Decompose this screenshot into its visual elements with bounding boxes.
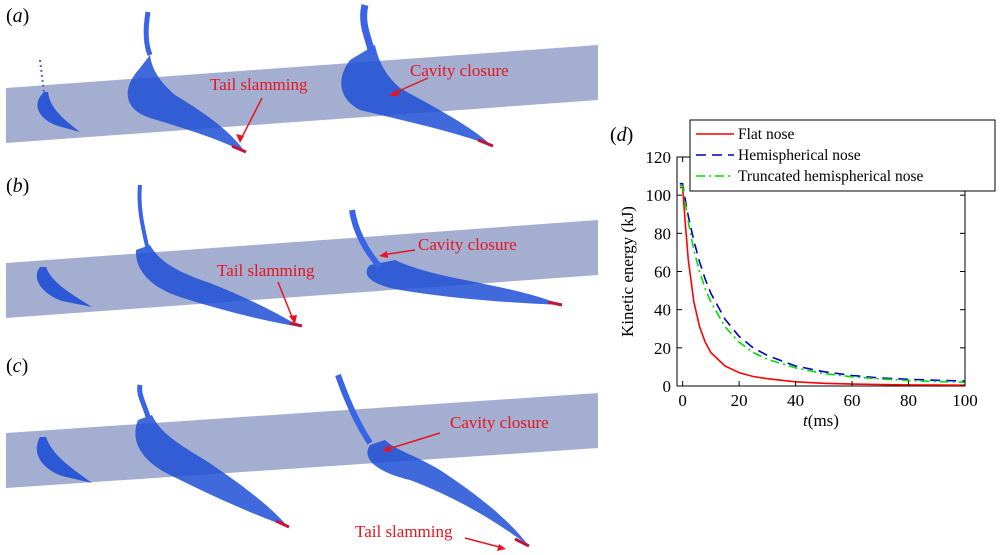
cavity-body bbox=[135, 245, 300, 327]
panel-label-c: (c) bbox=[6, 355, 29, 377]
legend: Flat nose Hemispherical nose Truncated hem… bbox=[689, 119, 996, 192]
splash-jet bbox=[349, 209, 383, 269]
arrow-tail-slamming bbox=[277, 281, 295, 323]
annotation-cavity-closure: Cavity closure bbox=[450, 413, 549, 432]
arrowhead bbox=[379, 251, 388, 258]
series-line-2 bbox=[679, 182, 966, 382]
arrowhead bbox=[289, 315, 297, 324]
cavity-body bbox=[341, 45, 492, 146]
x-tick-label: 80 bbox=[900, 391, 917, 410]
cavity-body bbox=[366, 260, 560, 305]
scene-b-graphic bbox=[6, 184, 598, 328]
scene-a: Tail slamming Cavity closure bbox=[0, 0, 605, 175]
y-tick-label: 40 bbox=[654, 301, 671, 320]
annotation-cavity-closure: Cavity closure bbox=[410, 61, 509, 80]
series-layer bbox=[679, 182, 966, 386]
x-tick-label: 100 bbox=[952, 391, 978, 410]
kinetic-energy-chart: 0 20 40 60 80 100 0 20 40 60 80 100 120 Kinetic ener… bbox=[618, 119, 996, 430]
y-tick-label: 120 bbox=[646, 148, 672, 167]
annotation-cavity-closure: Cavity closure bbox=[418, 235, 517, 254]
x-axis-unit: (ms) bbox=[808, 411, 839, 430]
y-tick-label: 20 bbox=[654, 339, 671, 358]
tail-tip bbox=[514, 537, 530, 548]
cavity-body bbox=[367, 440, 528, 545]
x-tick-label: 0 bbox=[678, 391, 687, 410]
water-surface bbox=[6, 220, 598, 318]
scene-c: Cavity closure Tail slamming bbox=[0, 355, 605, 555]
cavity-body bbox=[135, 415, 288, 527]
x-axis-variable: t bbox=[803, 411, 809, 430]
legend-box bbox=[689, 119, 996, 192]
legend-label-3: Truncated hemispherical nose bbox=[738, 168, 923, 185]
arrowhead bbox=[389, 89, 399, 96]
splash bbox=[39, 59, 45, 93]
splash-jet bbox=[143, 11, 153, 56]
y-tick-label: 100 bbox=[646, 186, 672, 205]
arrowhead bbox=[497, 544, 506, 551]
cavity-body bbox=[127, 55, 245, 152]
tail-tip bbox=[547, 300, 563, 307]
legend-label-2: Hemispherical nose bbox=[738, 147, 861, 164]
scene-c-graphic bbox=[6, 374, 598, 551]
annotation-tail-slamming: Tail slamming bbox=[355, 522, 453, 541]
arrow-cavity-closure bbox=[381, 249, 416, 256]
tail-tip bbox=[231, 144, 247, 154]
panel-letter-a: a bbox=[12, 5, 23, 27]
arrow-cavity-closure bbox=[391, 77, 429, 95]
splash-jet bbox=[137, 384, 151, 418]
arrowhead bbox=[236, 134, 244, 143]
series-line-1 bbox=[679, 186, 966, 386]
arrow-tail-slamming bbox=[239, 97, 263, 142]
x-tick-label: 40 bbox=[787, 391, 804, 410]
panel-label-d: (d) bbox=[610, 124, 634, 146]
series-line-3 bbox=[679, 184, 966, 383]
arrow-cavity-closure bbox=[384, 432, 441, 451]
tail-tip bbox=[477, 138, 494, 148]
water-surface bbox=[6, 393, 598, 488]
legend-label-1: Flat nose bbox=[738, 126, 795, 143]
x-tick-label: 60 bbox=[844, 391, 861, 410]
x-tick-label: 20 bbox=[731, 391, 748, 410]
panel-letter-c: c bbox=[12, 355, 22, 377]
scene-b: Tail slamming Cavity closure bbox=[0, 175, 605, 350]
y-axis-label: Kinetic energy (kJ) bbox=[618, 206, 637, 337]
panel-label-a: (a) bbox=[6, 5, 30, 27]
annotation-tail-slamming: Tail slamming bbox=[217, 261, 315, 280]
splash-jet bbox=[137, 184, 150, 251]
projectile-body bbox=[37, 92, 80, 132]
y-tick-label: 80 bbox=[654, 224, 671, 243]
ticks-layer: 0 20 40 60 80 100 0 20 40 60 80 100 120 bbox=[646, 148, 978, 410]
panel-letter-d: d bbox=[616, 124, 627, 146]
annotation-tail-slamming: Tail slamming bbox=[210, 75, 308, 94]
arrow-tail-slamming bbox=[464, 537, 504, 549]
panel-label-b: (b) bbox=[6, 175, 30, 197]
y-tick-label: 0 bbox=[663, 377, 672, 396]
tail-tip bbox=[275, 519, 290, 529]
tail-tip bbox=[289, 321, 303, 328]
splash-jet bbox=[335, 374, 373, 445]
y-tick-label: 60 bbox=[654, 263, 671, 282]
projectile-body bbox=[36, 267, 92, 307]
panel-letter-b: b bbox=[12, 175, 23, 197]
splash-jet bbox=[360, 4, 376, 56]
projectile-body bbox=[36, 437, 92, 483]
scene-a-graphic bbox=[6, 4, 598, 154]
x-axis-label: t(ms) bbox=[803, 411, 839, 430]
arrowhead bbox=[382, 445, 391, 452]
